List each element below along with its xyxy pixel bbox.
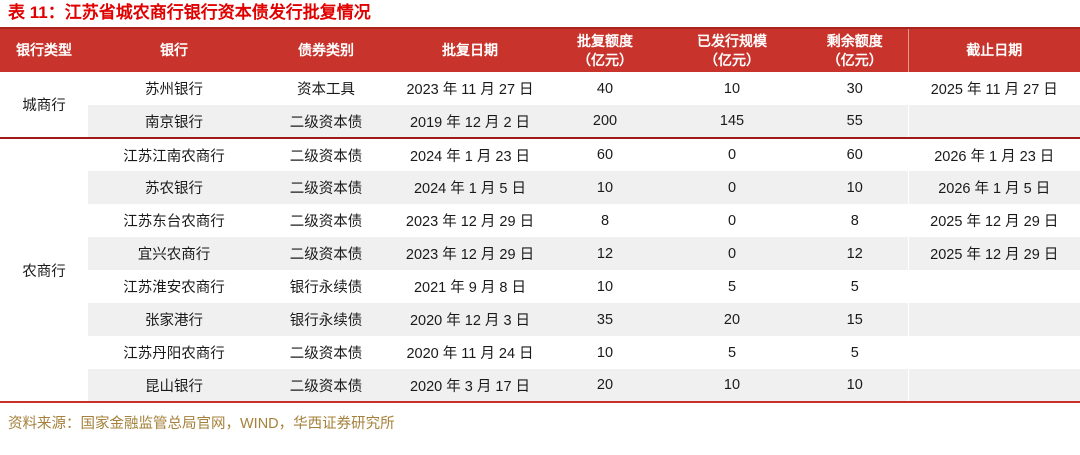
remaining-amount-cell: 60 bbox=[802, 137, 908, 171]
bond-type-cell: 银行永续债 bbox=[260, 303, 392, 336]
deadline-cell: 2025 年 12 月 29 日 bbox=[907, 237, 1080, 270]
approval-date-cell: 2023 年 12 月 29 日 bbox=[392, 237, 548, 270]
deadline-cell bbox=[907, 336, 1080, 369]
deadline-cell: 2026 年 1 月 5 日 bbox=[907, 171, 1080, 204]
bond-type-cell: 二级资本债 bbox=[260, 105, 392, 138]
issued-amount-cell: 0 bbox=[662, 171, 802, 204]
issued-amount-cell: 0 bbox=[662, 237, 802, 270]
approved-amount-cell: 8 bbox=[600, 212, 610, 229]
table-row: 城商行 苏州银行 资本工具 2023 年 11 月 27 日 40 10 30 2025 年 … bbox=[0, 72, 1080, 138]
table-body: 城商行 苏州银行 资本工具 2023 年 11 月 27 日 40 10 30 2025 年 … bbox=[0, 72, 1080, 402]
bond-type-cell: 二级资本债 bbox=[260, 237, 392, 270]
bank-cell: 苏州银行 bbox=[145, 82, 203, 98]
approval-date-cell: 2020 年 3 月 17 日 bbox=[392, 369, 548, 402]
table-row: 宜兴农商行 二级资本债 2023 年 12 月 29 日 12 0 12 2025 年 12… bbox=[0, 237, 1080, 270]
table-row: 昆山银行 二级资本债 2020 年 3 月 17 日 20 10 10 bbox=[0, 369, 1080, 402]
bank-cell: 宜兴农商行 bbox=[88, 237, 260, 270]
deadline-cell: 2025 年 12 月 29 日 bbox=[907, 204, 1080, 237]
approved-amount-cell: 20 bbox=[548, 369, 662, 402]
table-header: 银行类型 银行 债券类别 批复日期 批复额度 （亿元） 已发行规模 （亿元） 剩余额度 （亿元）截… bbox=[0, 27, 1080, 72]
column-header: 已发行规模 （亿元） bbox=[662, 27, 802, 72]
issued-amount-cell: 10 bbox=[723, 80, 741, 97]
approved-amount-cell: 10 bbox=[596, 344, 614, 361]
bond-type-cell: 二级资本债 bbox=[260, 137, 392, 171]
approved-amount-cell: 35 bbox=[548, 303, 662, 336]
remaining-amount-cell: 30 bbox=[846, 80, 863, 97]
column-header: 批复日期 bbox=[392, 27, 548, 72]
deadline-cell bbox=[907, 303, 1080, 336]
deadline-cell: 2025 年 11 月 27 日 bbox=[907, 72, 1080, 105]
column-header: 债券类别 bbox=[260, 27, 392, 72]
bond-type-cell: 银行永续债 bbox=[289, 280, 363, 296]
issued-amount-cell: 0 bbox=[727, 212, 737, 229]
approval-date-cell: 2020 年 11 月 24 日 bbox=[406, 346, 534, 362]
column-header: 批复额度 （亿元） bbox=[548, 27, 662, 72]
issued-amount-cell: 145 bbox=[662, 105, 802, 138]
deadline-cell bbox=[907, 369, 1080, 402]
table-row: 张家港行 银行永续债 2020 年 12 月 3 日 35 20 15 bbox=[0, 303, 1080, 336]
bank-cell: 江苏淮安农商行 bbox=[123, 280, 225, 296]
deadline-cell: 2026 年 1 月 23 日 bbox=[907, 137, 1080, 171]
approval-date-cell: 2021 年 9 月 8 日 bbox=[413, 280, 527, 296]
bank-type-cell: 农商行 bbox=[0, 137, 88, 402]
approval-date-cell: 2019 年 12 月 2 日 bbox=[392, 105, 548, 138]
table-row: 江苏丹阳农商行 二级资本债 2020 年 11 月 24 日 10 5 5 bbox=[0, 336, 1080, 369]
approval-date-cell: 2023 年 11 月 27 日 bbox=[406, 82, 534, 98]
remaining-amount-cell: 10 bbox=[802, 171, 908, 204]
bond-type-cell: 二级资本债 bbox=[289, 346, 363, 362]
column-header: 截止日期 bbox=[907, 27, 1080, 72]
table-title: 表 11：江苏省城农商行银行资本债发行批复情况 bbox=[8, 3, 371, 22]
table-row: 苏农银行 二级资本债 2024 年 1 月 5 日 10 0 10 2026 年 1 月 5… bbox=[0, 171, 1080, 204]
table-row: 南京银行 二级资本债 2019 年 12 月 2 日 200 145 55 bbox=[0, 105, 1080, 138]
approval-table: 银行类型 银行 债券类别 批复日期 批复额度 （亿元） 已发行规模 （亿元） 剩余额度 （亿元）截… bbox=[0, 27, 1080, 403]
table-row: 江苏淮安农商行 银行永续债 2021 年 9 月 8 日 10 5 5 bbox=[0, 270, 1080, 303]
approval-date-cell: 2020 年 12 月 3 日 bbox=[392, 303, 548, 336]
approval-date-cell: 2024 年 1 月 23 日 bbox=[392, 137, 548, 171]
approved-amount-cell: 12 bbox=[548, 237, 662, 270]
approval-date-cell: 2023 年 12 月 29 日 bbox=[405, 214, 535, 230]
bank-cell: 江苏江南农商行 bbox=[88, 137, 260, 171]
column-header: 银行 bbox=[88, 27, 260, 72]
remaining-amount-cell: 55 bbox=[802, 105, 908, 138]
remaining-amount-cell: 15 bbox=[802, 303, 908, 336]
remaining-amount-cell: 5 bbox=[850, 278, 859, 295]
deadline-cell bbox=[907, 105, 1080, 138]
column-header: 银行类型 bbox=[0, 27, 88, 72]
bank-cell: 南京银行 bbox=[88, 105, 260, 138]
issued-amount-cell: 10 bbox=[662, 369, 802, 402]
remaining-amount-cell: 12 bbox=[802, 237, 908, 270]
bank-cell: 苏农银行 bbox=[88, 171, 260, 204]
approved-amount-cell: 60 bbox=[548, 137, 662, 171]
issued-amount-cell: 20 bbox=[662, 303, 802, 336]
remaining-amount-cell: 10 bbox=[802, 369, 908, 402]
table-row: 农商行 江苏江南农商行 二级资本债 2024 年 1 月 23 日 60 0 60 2026 … bbox=[0, 137, 1080, 402]
column-header: 剩余额度 （亿元） bbox=[802, 27, 908, 72]
approved-amount-cell: 10 bbox=[548, 171, 662, 204]
bond-type-cell: 二级资本债 bbox=[260, 171, 392, 204]
approved-amount-cell: 10 bbox=[596, 278, 614, 295]
remaining-amount-cell: 5 bbox=[850, 344, 859, 361]
bank-cell: 江苏丹阳农商行 bbox=[123, 346, 225, 362]
approved-amount-cell: 200 bbox=[548, 105, 662, 138]
bank-cell: 张家港行 bbox=[88, 303, 260, 336]
approved-amount-cell: 40 bbox=[596, 80, 614, 97]
approval-date-cell: 2024 年 1 月 5 日 bbox=[392, 171, 548, 204]
table-row: 江苏东台农商行 二级资本债 2023 年 12 月 29 日 8 0 8 2025 年 12… bbox=[0, 204, 1080, 237]
bond-type-cell: 二级资本债 bbox=[289, 214, 363, 230]
bond-type-cell: 二级资本债 bbox=[260, 369, 392, 402]
source-note: 资料来源：国家金融监管总局官网，WIND，华西证券研究所 bbox=[8, 416, 395, 432]
header-row: 银行类型 银行 债券类别 批复日期 批复额度 （亿元） 已发行规模 （亿元） 剩余额度 （亿元）截… bbox=[0, 27, 1080, 72]
issued-amount-cell: 5 bbox=[727, 344, 737, 361]
remaining-amount-cell: 8 bbox=[850, 212, 859, 229]
deadline-cell bbox=[907, 270, 1080, 303]
bond-type-cell: 资本工具 bbox=[297, 82, 355, 98]
issued-amount-cell: 5 bbox=[727, 278, 737, 295]
bank-type-cell: 城商行 bbox=[0, 72, 88, 138]
bank-cell: 昆山银行 bbox=[88, 369, 260, 402]
bank-cell: 江苏东台农商行 bbox=[123, 214, 225, 230]
issued-amount-cell: 0 bbox=[662, 137, 802, 171]
